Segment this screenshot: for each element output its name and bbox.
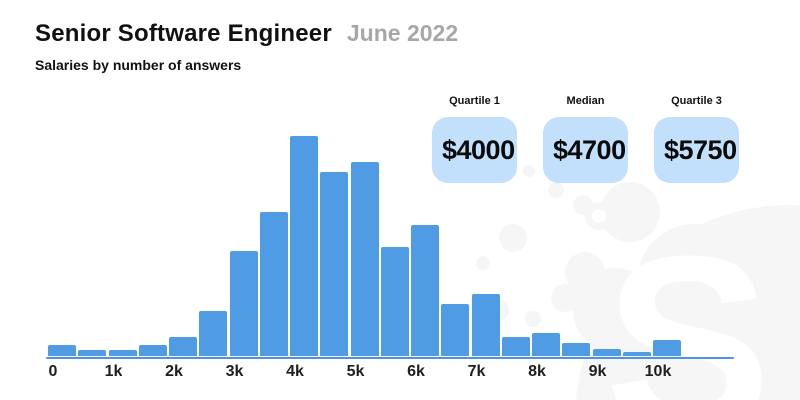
- x-tick-label: 3k: [225, 363, 244, 380]
- histogram-bar: [381, 247, 409, 356]
- histogram-bar: [653, 340, 681, 356]
- x-tick-label: 10k: [644, 363, 672, 380]
- page-subtitle: Salaries by number of answers: [35, 57, 242, 73]
- x-tick-label: 5k: [346, 363, 365, 380]
- histogram-bar: [230, 251, 258, 356]
- histogram-bar: [320, 172, 348, 356]
- histogram-bar: [351, 162, 379, 356]
- histogram-bar: [502, 337, 530, 356]
- stat-column: Median $4700: [543, 94, 628, 183]
- histogram-bar: [562, 343, 590, 356]
- stat-label: Quartile 3: [671, 95, 722, 107]
- page-title: Senior Software Engineer: [35, 20, 332, 47]
- stat-value: $4000: [442, 134, 515, 165]
- histogram-bar: [78, 350, 106, 356]
- x-tick-label: 4k: [286, 363, 304, 380]
- stat-label: Median: [566, 95, 605, 107]
- title-period: June 2022: [346, 20, 459, 46]
- x-tick-label: 6k: [407, 363, 425, 380]
- x-tick-label: 1k: [104, 363, 123, 380]
- histogram-bar: [441, 304, 469, 356]
- stat-label: Quartile 1: [449, 95, 500, 107]
- histogram-bar: [260, 212, 288, 356]
- histogram-bar: [623, 352, 651, 356]
- stats-row: Quartile 1 $4000 Median $4700 Quartile 3 $575…: [432, 94, 739, 183]
- x-tick-label: 7k: [467, 363, 486, 380]
- stat-card: $5750: [654, 117, 739, 183]
- histogram-bar: [109, 350, 137, 356]
- histogram-bar: [48, 345, 76, 356]
- header: Senior Software Engineer June 2022 Salar…: [35, 20, 458, 73]
- x-tick-label: 2k: [165, 363, 183, 380]
- histogram-bar: [199, 311, 227, 356]
- x-tick-label: 9k: [588, 363, 607, 380]
- stat-column: Quartile 1 $4000: [432, 94, 517, 183]
- histogram-bar: [532, 333, 560, 356]
- stat-value: $4700: [553, 134, 626, 165]
- histogram-bar: [139, 345, 167, 356]
- x-tick-label: 0: [48, 363, 58, 380]
- histogram-bar: [593, 349, 621, 356]
- histogram-bar: [290, 136, 318, 356]
- histogram-bar: [472, 294, 500, 356]
- stat-card: $4700: [543, 117, 628, 183]
- stat-column: Quartile 3 $5750: [654, 94, 739, 183]
- stat-card: $4000: [432, 117, 517, 183]
- x-axis-line: [46, 357, 734, 359]
- x-tick-label: 8k: [528, 363, 546, 380]
- histogram-bar: [411, 225, 439, 356]
- stat-value: $5750: [664, 134, 737, 165]
- histogram-bar: [169, 337, 197, 356]
